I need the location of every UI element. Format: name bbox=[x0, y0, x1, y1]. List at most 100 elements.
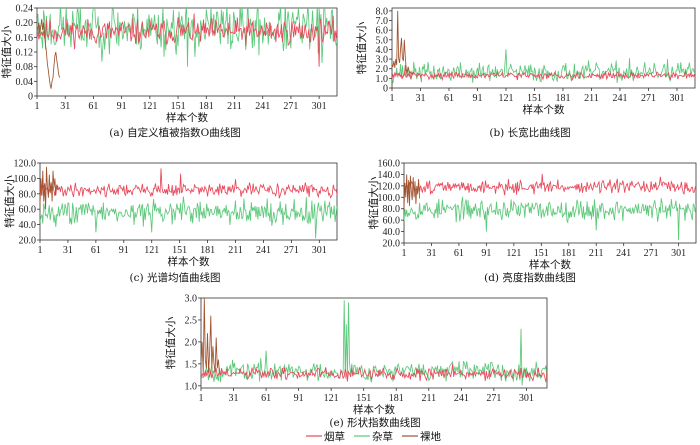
x-tick-label: 241 bbox=[256, 245, 271, 256]
x-tick-label: 301 bbox=[312, 101, 327, 112]
x-tick-label: 241 bbox=[454, 393, 469, 404]
x-tick-label: 91 bbox=[294, 393, 304, 404]
x-tick-label: 121 bbox=[144, 245, 159, 256]
x-tick-label: 301 bbox=[669, 93, 684, 104]
series-line-2 bbox=[404, 174, 421, 209]
y-tick-label: 3.0 bbox=[376, 55, 389, 66]
y-axis-label: 特征值大小 bbox=[3, 175, 16, 228]
caption-b: (b) 长宽比曲线图 bbox=[489, 126, 570, 139]
series-line-0 bbox=[404, 173, 696, 196]
y-tick-label: 140.0 bbox=[378, 170, 401, 181]
x-tick-label: 61 bbox=[88, 101, 98, 112]
y-axis-label: 特征值大小 bbox=[0, 25, 13, 78]
series-line-1 bbox=[404, 196, 696, 241]
y-tick-label: 1.0 bbox=[185, 381, 198, 392]
y-tick-label: 40.0 bbox=[19, 220, 37, 231]
legend-label-weed: 杂草 bbox=[372, 431, 393, 443]
x-tick-label: 151 bbox=[527, 93, 542, 104]
y-axis-label: 特征值大小 bbox=[367, 176, 380, 229]
series-line-2 bbox=[37, 18, 61, 89]
series-line-2 bbox=[392, 10, 415, 76]
y-tick-label: 120.0 bbox=[378, 181, 401, 192]
y-tick-label: 6.0 bbox=[376, 26, 389, 37]
y-axis-label: 特征值大小 bbox=[355, 21, 368, 74]
x-tick-label: 121 bbox=[324, 393, 339, 404]
plot-frame bbox=[39, 162, 338, 241]
legend: 烟草 杂草 裸地 bbox=[306, 430, 441, 443]
x-tick-label: 211 bbox=[589, 248, 604, 259]
plot-frame bbox=[200, 297, 548, 389]
legend-label-tobacco: 烟草 bbox=[324, 430, 345, 443]
x-tick-label: 31 bbox=[426, 248, 436, 259]
x-axis-label: 样本个数 bbox=[529, 258, 571, 271]
x-axis-label: 样本个数 bbox=[353, 403, 395, 416]
x-tick-label: 211 bbox=[228, 245, 243, 256]
x-tick-label: 181 bbox=[555, 93, 570, 104]
y-tick-label: 60.0 bbox=[19, 205, 37, 216]
x-tick-label: 151 bbox=[171, 101, 186, 112]
x-tick-label: 271 bbox=[644, 248, 659, 259]
x-tick-label: 91 bbox=[117, 101, 127, 112]
y-tick-label: 80.0 bbox=[383, 204, 401, 215]
x-tick-label: 301 bbox=[312, 245, 327, 256]
y-tick-label: 0.04 bbox=[16, 77, 34, 88]
y-tick-label: 5.0 bbox=[376, 35, 389, 46]
legend-label-bare-soil: 裸地 bbox=[420, 430, 441, 443]
x-tick-label: 151 bbox=[356, 393, 371, 404]
x-tick-label: 61 bbox=[454, 248, 464, 259]
y-tick-label: 2.0 bbox=[376, 64, 389, 75]
x-tick-label: 1 bbox=[35, 101, 40, 112]
x-tick-label: 271 bbox=[641, 93, 656, 104]
x-tick-label: 151 bbox=[172, 245, 187, 256]
x-tick-label: 241 bbox=[616, 248, 631, 259]
series-line-1 bbox=[40, 196, 337, 239]
x-tick-label: 31 bbox=[229, 393, 239, 404]
series-line-0 bbox=[40, 168, 337, 199]
x-tick-label: 31 bbox=[60, 101, 70, 112]
plot-frame bbox=[391, 7, 696, 89]
x-tick-label: 271 bbox=[284, 245, 299, 256]
chart-c: 20.0 40.0 60.0 80.0 100.0 120.0 1 31 61 91 121 151 1… bbox=[3, 159, 338, 268]
x-tick-label: 61 bbox=[91, 245, 101, 256]
x-tick-label: 31 bbox=[63, 245, 73, 256]
y-axis-label: 特征值大小 bbox=[164, 316, 177, 369]
x-tick-label: 91 bbox=[472, 93, 482, 104]
x-tick-label: 211 bbox=[421, 393, 436, 404]
y-tick-label: 60.0 bbox=[383, 216, 401, 227]
series-line-2 bbox=[40, 166, 59, 210]
y-tick-label: 0 bbox=[383, 84, 388, 95]
x-tick-label: 1 bbox=[390, 93, 395, 104]
x-tick-label: 271 bbox=[283, 101, 298, 112]
x-axis-label: 样本个数 bbox=[168, 255, 210, 268]
y-tick-label: 4.0 bbox=[376, 45, 389, 56]
y-tick-label: 7.0 bbox=[376, 16, 389, 27]
series-line-0 bbox=[201, 363, 547, 383]
caption-d: (d) 亮度指数曲线图 bbox=[484, 271, 576, 284]
caption-c: (c) 光谱均值曲线图 bbox=[130, 271, 221, 284]
series-line-0 bbox=[392, 64, 695, 82]
y-tick-label: 20.0 bbox=[19, 236, 37, 247]
y-tick-label: 2.0 bbox=[185, 337, 198, 348]
series-line-1 bbox=[201, 300, 547, 386]
x-tick-label: 121 bbox=[498, 93, 513, 104]
x-tick-label: 61 bbox=[261, 393, 271, 404]
y-tick-label: 0.24 bbox=[16, 4, 34, 15]
y-tick-label: 20.0 bbox=[383, 239, 401, 250]
x-tick-label: 91 bbox=[481, 248, 491, 259]
y-tick-label: 100.0 bbox=[14, 174, 37, 185]
x-tick-label: 211 bbox=[584, 93, 599, 104]
y-tick-label: 120.0 bbox=[14, 159, 37, 170]
caption-a: (a) 自定义植被指数O曲线图 bbox=[109, 126, 240, 139]
x-tick-label: 1 bbox=[38, 245, 43, 256]
y-tick-label: 2.5 bbox=[185, 315, 198, 326]
chart-b: 01.02.03.04.05.06.07.08.0 1 31 61 91 121 151 18… bbox=[355, 6, 696, 116]
y-tick-label: 80.0 bbox=[19, 189, 37, 200]
x-tick-label: 271 bbox=[486, 393, 501, 404]
y-tick-label: 0.16 bbox=[16, 33, 34, 44]
series-line-1 bbox=[392, 49, 695, 84]
chart-e: 1.0 1.5 2.0 2.5 3.0 1 31 61 91 121 151 181 211 241 271… bbox=[164, 294, 548, 416]
x-tick-label: 211 bbox=[227, 101, 242, 112]
x-tick-label: 121 bbox=[506, 248, 521, 259]
